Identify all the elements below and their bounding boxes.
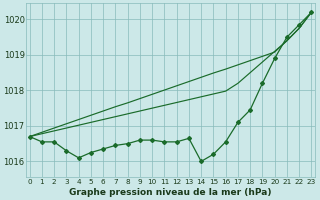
X-axis label: Graphe pression niveau de la mer (hPa): Graphe pression niveau de la mer (hPa) bbox=[69, 188, 272, 197]
